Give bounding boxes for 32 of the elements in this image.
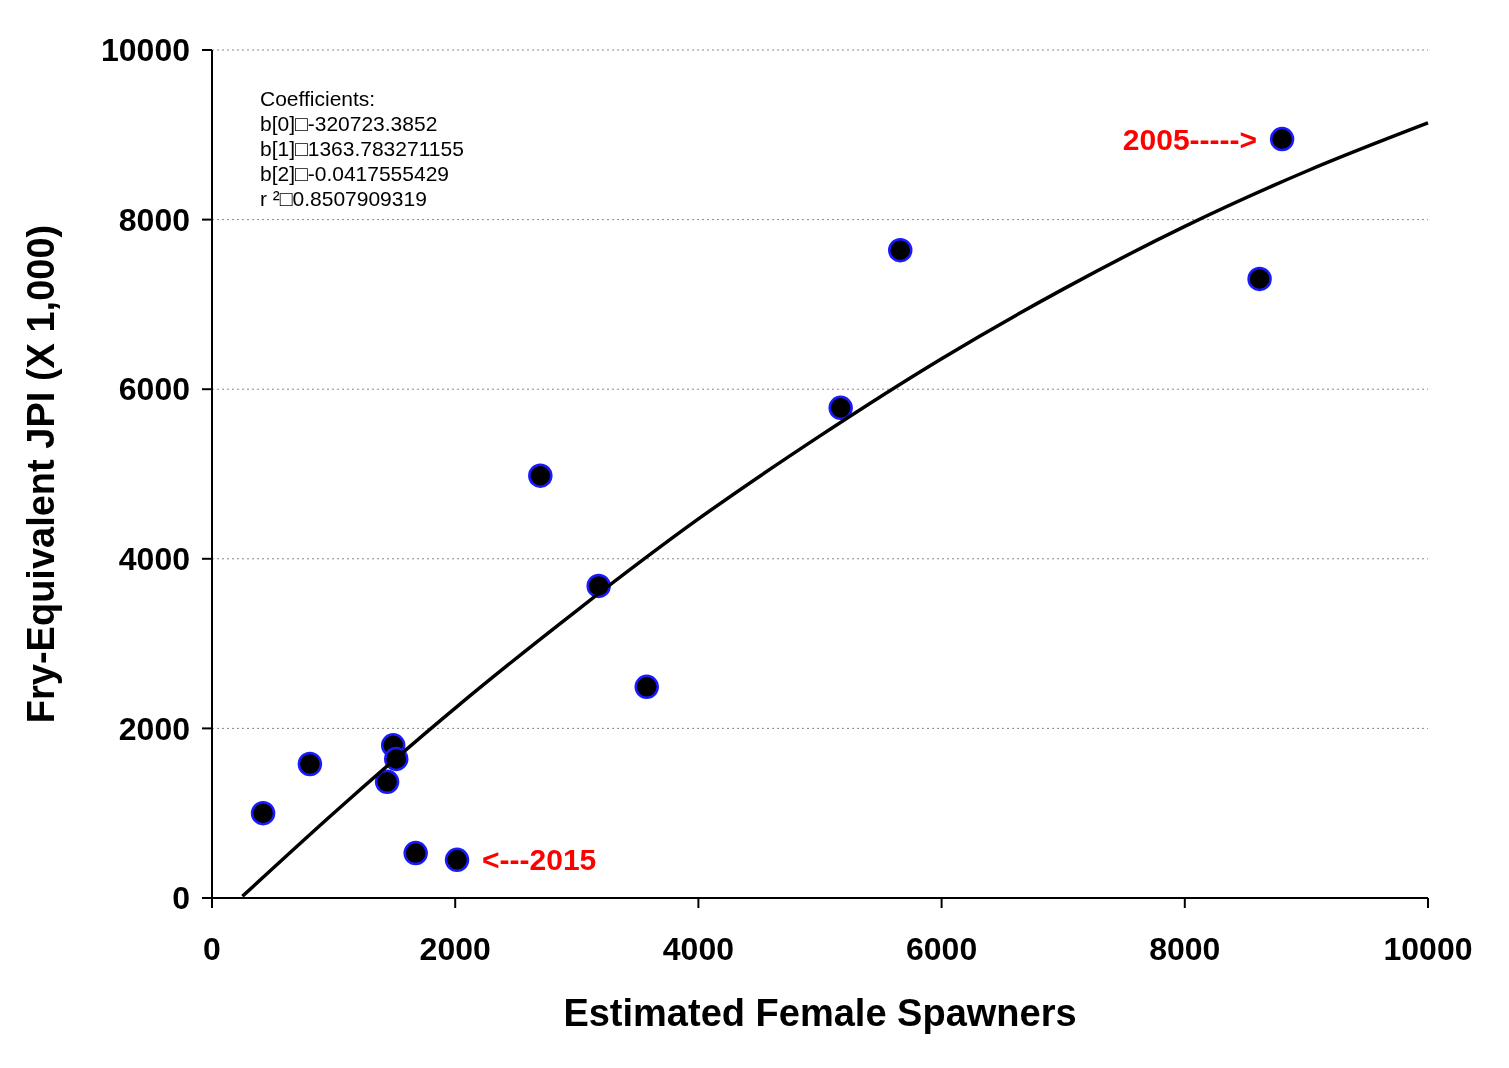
y-tick-label: 2000 bbox=[118, 710, 190, 747]
x-tick-label: 10000 bbox=[1383, 931, 1473, 967]
annotation: b[0]□-320723.3852 bbox=[260, 112, 438, 135]
point bbox=[1269, 126, 1295, 152]
point bbox=[297, 751, 323, 777]
point bbox=[528, 463, 553, 488]
y-axis-title: Fry-Equivalent JPI (X 1,000) bbox=[20, 224, 62, 724]
annotation: b[2]□-0.0417555429 bbox=[260, 162, 450, 185]
annotation: <---2015 bbox=[482, 843, 597, 877]
annotation: r ²□0.8507909319 bbox=[260, 187, 427, 210]
point bbox=[444, 847, 470, 873]
y-tick-label: 10000 bbox=[101, 32, 190, 69]
annotation: Coefficients: bbox=[260, 87, 376, 110]
point bbox=[1247, 266, 1272, 292]
point bbox=[374, 769, 400, 795]
annotation: b[1]□1363.783271155 bbox=[260, 137, 464, 160]
y-tick-label: 8000 bbox=[118, 201, 190, 238]
point bbox=[888, 237, 913, 263]
x-tick-label: 4000 bbox=[662, 931, 734, 967]
x-tick-label: 6000 bbox=[906, 931, 978, 967]
point bbox=[250, 800, 276, 826]
x-tick-label: 0 bbox=[203, 931, 221, 967]
x-axis-title: Estimated Female Spawners bbox=[563, 992, 1077, 1034]
point bbox=[828, 395, 853, 421]
y-tick-label: 6000 bbox=[118, 371, 190, 408]
y-tick-label: 4000 bbox=[118, 541, 190, 577]
y-tick-label: 0 bbox=[172, 880, 190, 917]
annotation: 2005-----> bbox=[1122, 122, 1258, 156]
x-tick-label: 8000 bbox=[1149, 931, 1221, 967]
point bbox=[403, 840, 428, 866]
point bbox=[634, 674, 659, 700]
x-tick-label: 2000 bbox=[419, 931, 491, 967]
